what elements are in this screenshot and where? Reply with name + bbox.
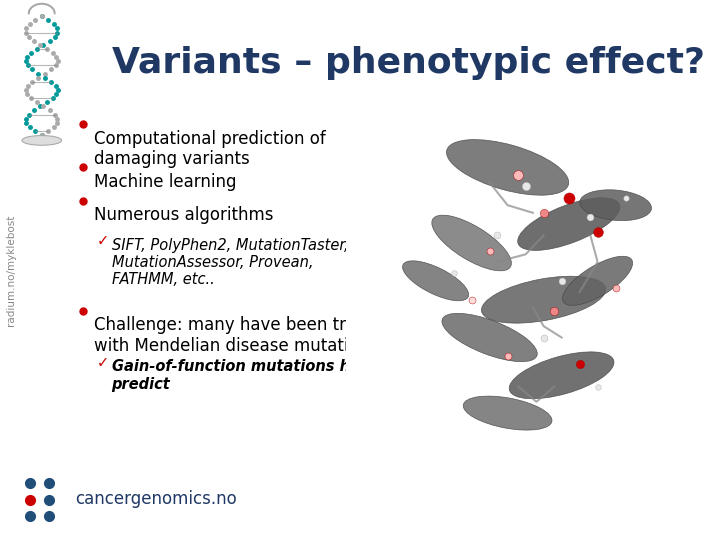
Text: Challenge: many have been trained
with Mendelian disease mutations: Challenge: many have been trained with M… — [94, 316, 392, 355]
Text: SIFT, PolyPhen2, MutationTaster,
MutationAssessor, Provean,
FATHMM, etc..: SIFT, PolyPhen2, MutationTaster, Mutatio… — [112, 238, 348, 287]
Ellipse shape — [482, 276, 606, 323]
Text: cancergenomics.no: cancergenomics.no — [76, 490, 238, 509]
Ellipse shape — [562, 256, 633, 306]
Text: ✓: ✓ — [97, 355, 109, 370]
Ellipse shape — [22, 136, 62, 145]
Ellipse shape — [432, 215, 511, 271]
Text: Computational prediction of
damaging variants: Computational prediction of damaging var… — [94, 130, 325, 168]
Ellipse shape — [580, 190, 652, 221]
Ellipse shape — [518, 198, 620, 251]
Text: Numerous algorithms: Numerous algorithms — [94, 206, 273, 224]
Text: radium.no/myklebost: radium.no/myklebost — [6, 214, 16, 326]
Ellipse shape — [442, 313, 537, 362]
Ellipse shape — [402, 261, 469, 301]
Text: Gain-of-function mutations hard to
predict: Gain-of-function mutations hard to predi… — [112, 359, 400, 392]
Ellipse shape — [463, 396, 552, 430]
Ellipse shape — [509, 352, 614, 399]
Text: Variants – phenotypic effect?: Variants – phenotypic effect? — [112, 46, 705, 80]
Text: Machine learning: Machine learning — [94, 173, 236, 191]
Text: ✓: ✓ — [97, 233, 109, 248]
Ellipse shape — [446, 140, 569, 195]
